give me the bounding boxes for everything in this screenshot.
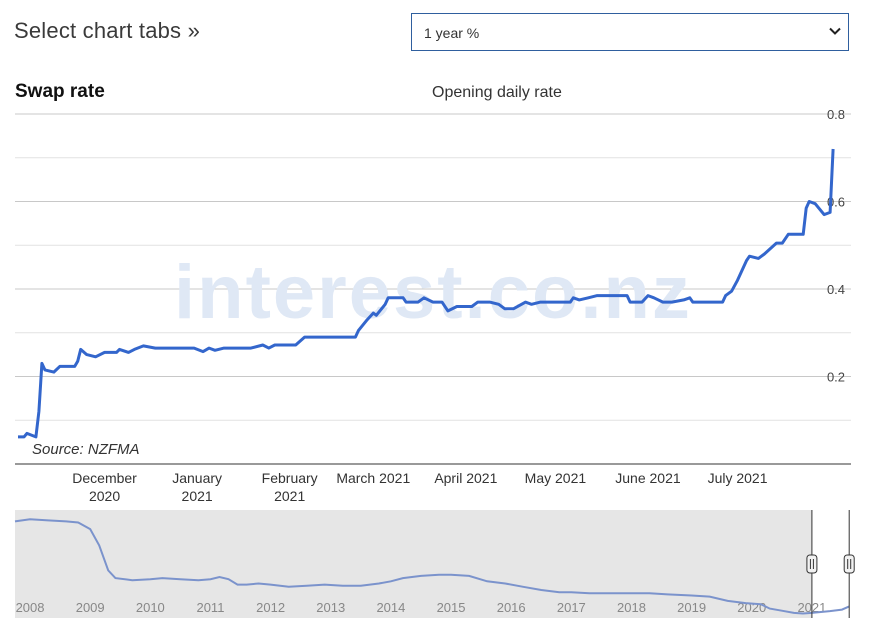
x-tick-label: February 2021 (262, 470, 318, 504)
navigator-year-label: 2019 (677, 600, 706, 615)
x-tick-label: March 2021 (336, 470, 410, 486)
y-tick-label: 0.4 (827, 282, 845, 297)
navigator-year-label: 2008 (16, 600, 45, 615)
navigator-year-label: 2012 (256, 600, 285, 615)
select-chart-tabs-heading: Select chart tabs » (14, 18, 201, 43)
x-tick-label: December 2020 (72, 470, 137, 504)
y-tick-label: 0.8 (827, 107, 845, 122)
chart-subtitle: Opening daily rate (432, 84, 562, 101)
source-label: Source: NZFMA (32, 441, 140, 458)
x-tick-label: April 2021 (434, 470, 497, 486)
navigator-year-label: 2011 (196, 600, 224, 615)
chart-range-select-value: 1 year % (424, 25, 480, 41)
navigator-left-handle[interactable] (806, 554, 818, 574)
drag-handle-icon (806, 554, 818, 574)
x-tick-label: July 2021 (708, 470, 768, 486)
navigator-year-label: 2016 (497, 600, 526, 615)
navigator-background (15, 510, 851, 618)
x-tick-label: May 2021 (525, 470, 587, 486)
swap-rate-line (18, 148, 835, 439)
x-tick-label: June 2021 (615, 470, 681, 486)
navigator-year-label: 2013 (316, 600, 345, 615)
navigator-year-label: 2018 (617, 600, 646, 615)
chevron-down-icon (829, 27, 841, 35)
navigator-year-label: 2017 (557, 600, 586, 615)
navigator-year-label: 2009 (76, 600, 105, 615)
navigator-series-line (14, 518, 850, 615)
navigator-year-label: 2015 (437, 600, 466, 615)
x-tick-label: January 2021 (172, 470, 222, 504)
chart-range-select[interactable]: 1 year % (411, 13, 849, 51)
navigator-right-handle[interactable] (843, 554, 855, 574)
watermark-text: interest.co.nz (174, 250, 692, 335)
chart-title: Swap rate (15, 81, 105, 102)
navigator-year-label: 2014 (376, 600, 405, 615)
y-tick-label: 0.2 (827, 370, 845, 385)
navigator-year-label: 2010 (136, 600, 165, 615)
drag-handle-icon (843, 554, 855, 574)
